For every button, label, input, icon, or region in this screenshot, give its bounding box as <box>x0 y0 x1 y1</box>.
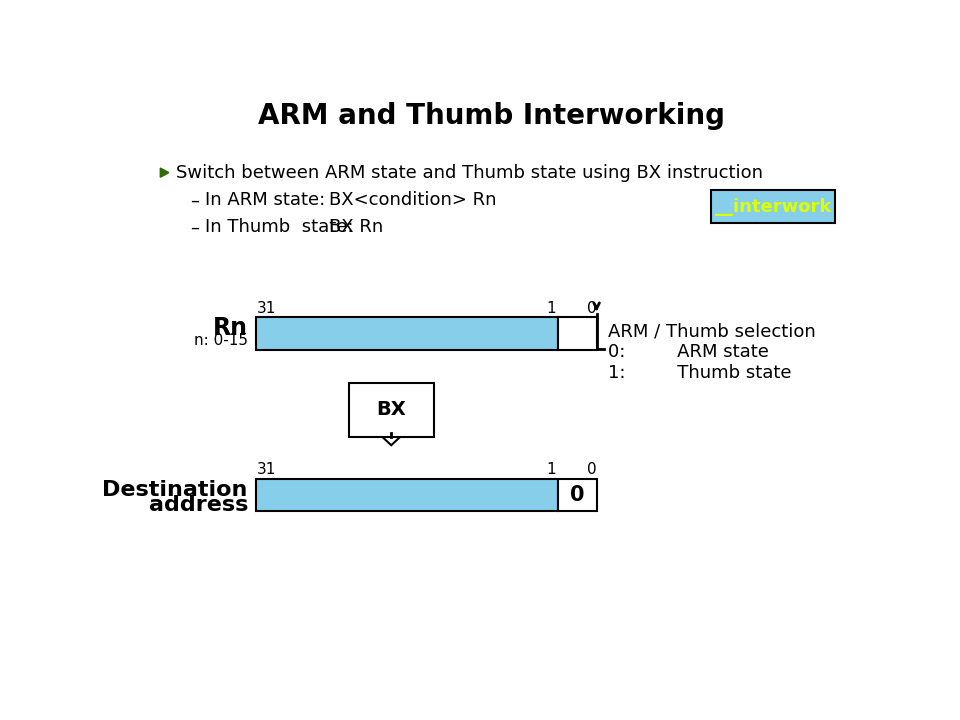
Text: 0: 0 <box>587 301 596 315</box>
Text: BX Rn: BX Rn <box>329 218 383 236</box>
Text: –: – <box>190 192 199 210</box>
Text: 31: 31 <box>257 301 276 315</box>
Bar <box>558 318 596 350</box>
Bar <box>255 479 558 511</box>
Bar <box>558 479 596 511</box>
Text: Rn: Rn <box>213 316 248 340</box>
Text: BX: BX <box>376 400 406 419</box>
Text: –: – <box>190 218 199 236</box>
Text: In Thumb  state:: In Thumb state: <box>205 218 353 236</box>
Text: Switch between ARM state and Thumb state using BX instruction: Switch between ARM state and Thumb state… <box>176 163 763 181</box>
Text: 1: 1 <box>546 462 557 477</box>
Text: n: 0-15: n: 0-15 <box>194 333 248 348</box>
Text: Destination: Destination <box>103 480 248 500</box>
Text: 1:         Thumb state: 1: Thumb state <box>609 364 792 382</box>
Text: 0: 0 <box>570 485 585 505</box>
Text: ARM / Thumb selection: ARM / Thumb selection <box>609 323 816 341</box>
Bar <box>711 190 835 222</box>
Text: 1: 1 <box>546 301 557 315</box>
Polygon shape <box>368 423 415 445</box>
Text: 0: 0 <box>587 462 596 477</box>
Bar <box>348 383 434 437</box>
Text: address: address <box>149 495 248 515</box>
Bar <box>255 318 558 350</box>
Text: 0:         ARM state: 0: ARM state <box>609 343 769 361</box>
Text: __interwork: __interwork <box>715 197 831 215</box>
Text: ARM and Thumb Interworking: ARM and Thumb Interworking <box>258 102 726 130</box>
Text: BX<condition> Rn: BX<condition> Rn <box>329 192 496 210</box>
Text: 31: 31 <box>257 462 276 477</box>
Text: In ARM state:: In ARM state: <box>205 192 325 210</box>
Polygon shape <box>160 168 169 177</box>
